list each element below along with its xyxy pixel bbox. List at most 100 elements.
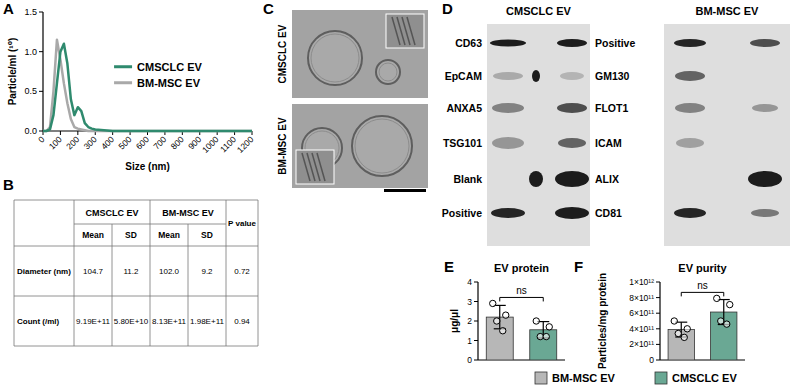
blot-label: ALIX (595, 173, 619, 185)
data-point (684, 326, 690, 332)
figure: ABCDEF0.00.51.01.50100200300400500600700… (0, 0, 798, 392)
y-tick (656, 360, 660, 361)
vesicle-inner (379, 63, 397, 81)
y-tick (474, 282, 478, 283)
error-bar-stem (499, 305, 500, 328)
y-tick (656, 313, 660, 314)
y-axis-label: Particles/mg protein (597, 273, 608, 369)
blot-spot (675, 71, 705, 81)
y-tick-label: 8×10¹¹ (629, 293, 654, 303)
table-cell: 9.2 (201, 267, 213, 276)
x-tick-label: 1000 (200, 134, 221, 155)
x-tick-label: 600 (134, 134, 151, 151)
blot-label: GM130 (595, 70, 630, 82)
y-tick-label: 4×10¹¹ (629, 324, 654, 334)
chart-title: EV purity (678, 262, 727, 274)
blot-spot (529, 171, 543, 187)
blot-spot (557, 39, 587, 47)
panel-label: A (3, 0, 14, 17)
blot-spot (490, 40, 526, 47)
x-tick-label: 0 (36, 134, 47, 145)
significance-label: ns (697, 280, 708, 291)
legend-swatch (114, 65, 132, 68)
bar-chart: 01234μg/μlEV proteinns (449, 262, 565, 365)
y-tick-label: 0 (649, 355, 654, 365)
table-rule (14, 246, 258, 247)
y-tick (39, 12, 43, 13)
y-tick-label: 0.5 (24, 86, 37, 96)
table-rule (14, 200, 258, 201)
y-tick-label: 1.5 (24, 7, 37, 17)
x-tick-label: 1100 (218, 134, 238, 154)
membrane (487, 24, 590, 246)
x-tick-label: 200 (64, 134, 81, 151)
membrane (664, 24, 790, 246)
blot-spot (675, 103, 705, 113)
inset (296, 150, 334, 184)
blot-label: CD63 (455, 37, 482, 49)
y-tick-label: 2×10¹¹ (629, 339, 654, 349)
table-rule (150, 200, 151, 346)
vesicle (308, 31, 362, 85)
table-rule (14, 296, 258, 297)
blot-label: EpCAM (445, 70, 483, 82)
table-subheader: SD (125, 230, 137, 240)
table-subheader: SD (201, 230, 213, 240)
y-tick (39, 51, 43, 52)
panel-c-images: CMSCLC EVBM-MSC EV (277, 10, 428, 192)
blot-label: Positive (442, 207, 482, 219)
data-point (537, 333, 543, 339)
data-point (546, 324, 552, 330)
blot-spot (558, 138, 586, 148)
x-tick-label: 700 (151, 134, 168, 151)
blot-spot (555, 207, 589, 219)
vesicle (376, 60, 400, 84)
inset-membrane (407, 17, 415, 45)
table-subheader: Mean (158, 230, 180, 240)
y-axis-label: μg/μl (449, 309, 460, 333)
table-rule (226, 200, 227, 346)
y-axis (659, 282, 660, 360)
panel-label: E (444, 258, 454, 275)
blot-spot (748, 171, 782, 187)
y-tick-label: 3 (467, 297, 472, 307)
y-tick-label: 1 (467, 336, 472, 346)
table-rule (14, 346, 258, 347)
membrane-title: BM-MSC EV (696, 5, 760, 17)
table-cell: Diameter (nm) (17, 267, 71, 276)
blot-label: ICAM (595, 137, 622, 149)
blot-spot (557, 103, 587, 113)
blot-spot (532, 70, 540, 82)
data-point (533, 318, 539, 324)
table-rule (112, 224, 113, 346)
y-tick (656, 297, 660, 298)
blot-label: Blank (453, 173, 482, 185)
y-tick-label: 4 (467, 277, 472, 287)
vesicle-inner (311, 34, 359, 82)
y-tick (474, 360, 478, 361)
legend-swatch (655, 372, 667, 384)
significance-bracket (500, 297, 544, 301)
scale-bar (384, 189, 426, 192)
table-group-header: CMSCLC EV (85, 208, 138, 218)
x-tick-label: 300 (82, 134, 99, 151)
legend-label: BM-MSC EV (137, 77, 201, 89)
data-point (681, 334, 687, 340)
table-cell: 8.13E+11 (152, 317, 186, 326)
table-rule (14, 200, 15, 346)
legend-label: CMSCLC EV (672, 372, 737, 384)
blot-spot (676, 138, 704, 148)
inset-membrane (317, 153, 325, 181)
plot-area (43, 40, 252, 131)
y-tick-label: 0.0 (24, 126, 37, 136)
y-tick (39, 91, 43, 92)
table-cell: 0.94 (234, 317, 250, 326)
blot-spot (492, 137, 524, 149)
y-tick (474, 340, 478, 341)
chart-title: EV protein (494, 262, 549, 274)
table-cell: 102.0 (159, 267, 180, 276)
data-point (543, 333, 549, 339)
table-cell: 9.19E+11 (76, 317, 110, 326)
data-point (724, 321, 730, 327)
plot-area (668, 295, 737, 360)
